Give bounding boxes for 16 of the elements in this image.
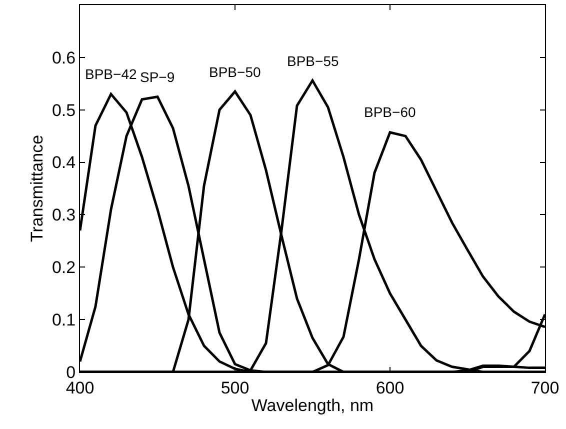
series-label: BPB−55 — [287, 53, 339, 69]
x-axis-title: Wavelength, nm — [251, 396, 374, 415]
series-label: BPB−42 — [85, 66, 137, 82]
x-tick-label: 700 — [530, 378, 560, 398]
x-tick-label: 600 — [376, 378, 404, 398]
series-label: BPB−50 — [209, 64, 261, 80]
y-tick-label: 0.1 — [52, 310, 76, 330]
series-label: BPB−60 — [364, 104, 416, 120]
y-tick-label: 0.6 — [52, 48, 76, 68]
y-tick-label: 0.2 — [52, 258, 76, 278]
series-label: SP−9 — [140, 69, 175, 85]
y-axis-title: Transmittance — [28, 134, 47, 242]
y-tick-label: 0.5 — [52, 100, 76, 120]
y-tick-label: 0.3 — [52, 206, 76, 225]
y-tick-label: 0.4 — [52, 153, 76, 172]
x-tick-label: 500 — [220, 378, 250, 398]
